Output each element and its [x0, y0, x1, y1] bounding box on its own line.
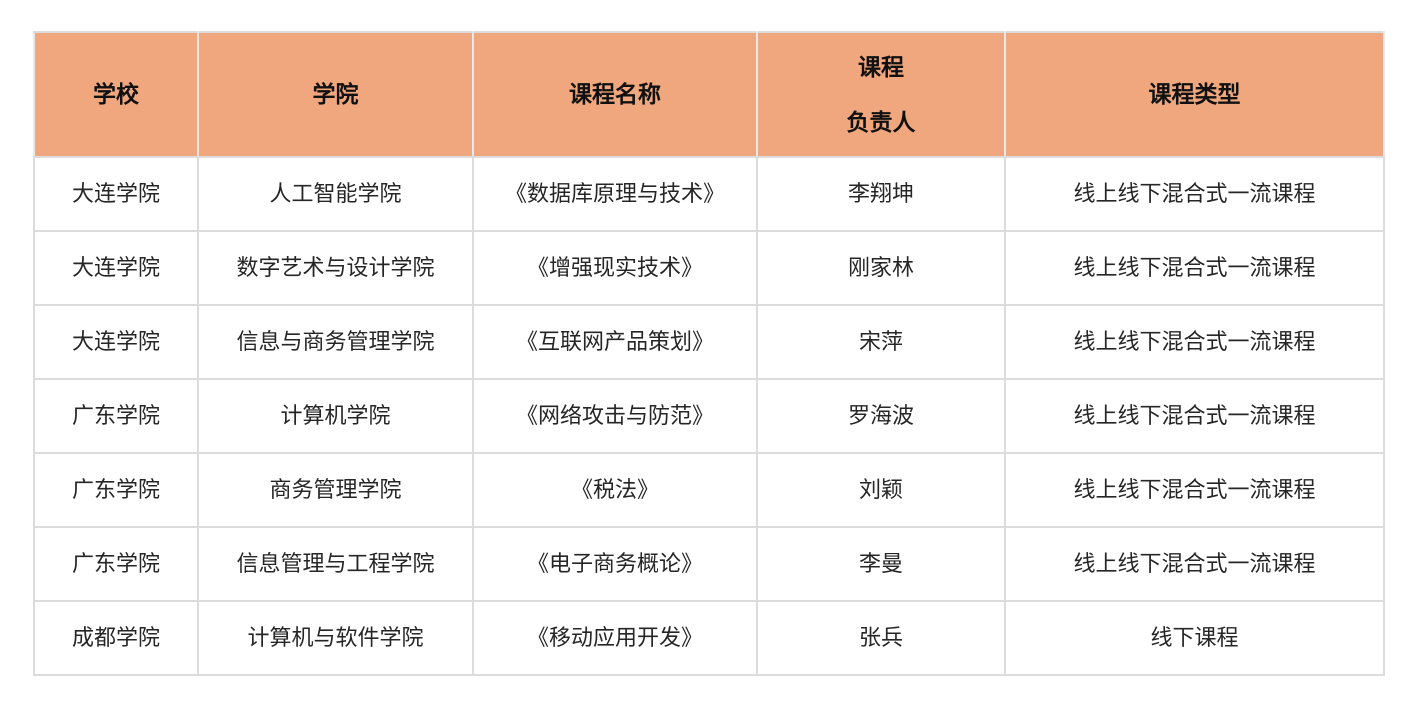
cell-course-name: 《数据库原理与技术》	[472, 156, 758, 232]
table-row: 广东学院 信息管理与工程学院 《电子商务概论》 李曼 线上线下混合式一流课程	[33, 526, 1385, 602]
table-row: 广东学院 商务管理学院 《税法》 刘颖 线上线下混合式一流课程	[33, 452, 1385, 528]
course-table: 学校 学院 课程名称 课程 负责人 课程类型 大连学院 人工智能学院 《数据库原理与…	[33, 31, 1385, 676]
cell-course-name: 《互联网产品策划》	[472, 304, 758, 380]
cell-course-type: 线上线下混合式一流课程	[1004, 378, 1385, 454]
cell-school: 成都学院	[33, 600, 199, 676]
cell-college: 信息管理与工程学院	[197, 526, 474, 602]
cell-college: 人工智能学院	[197, 156, 474, 232]
cell-school: 广东学院	[33, 526, 199, 602]
cell-course-leader: 宋萍	[756, 304, 1006, 380]
table-row: 大连学院 数字艺术与设计学院 《增强现实技术》 刚家林 线上线下混合式一流课程	[33, 230, 1385, 306]
cell-course-leader: 李翔坤	[756, 156, 1006, 232]
table-row: 大连学院 人工智能学院 《数据库原理与技术》 李翔坤 线上线下混合式一流课程	[33, 156, 1385, 232]
cell-course-name: 《增强现实技术》	[472, 230, 758, 306]
cell-course-leader: 罗海波	[756, 378, 1006, 454]
cell-course-leader: 刚家林	[756, 230, 1006, 306]
cell-school: 大连学院	[33, 230, 199, 306]
cell-school: 广东学院	[33, 378, 199, 454]
cell-course-leader: 李曼	[756, 526, 1006, 602]
cell-course-type: 线上线下混合式一流课程	[1004, 230, 1385, 306]
cell-course-type: 线上线下混合式一流课程	[1004, 452, 1385, 528]
course-table-container: 学校 学院 课程名称 课程 负责人 课程类型 大连学院 人工智能学院 《数据库原理与…	[33, 31, 1385, 676]
cell-school: 广东学院	[33, 452, 199, 528]
header-school: 学校	[33, 31, 199, 158]
cell-course-leader: 张兵	[756, 600, 1006, 676]
table-row: 大连学院 信息与商务管理学院 《互联网产品策划》 宋萍 线上线下混合式一流课程	[33, 304, 1385, 380]
header-college: 学院	[197, 31, 474, 158]
cell-college: 商务管理学院	[197, 452, 474, 528]
cell-school: 大连学院	[33, 304, 199, 380]
cell-school: 大连学院	[33, 156, 199, 232]
cell-course-type: 线上线下混合式一流课程	[1004, 304, 1385, 380]
cell-course-name: 《网络攻击与防范》	[472, 378, 758, 454]
table-row: 广东学院 计算机学院 《网络攻击与防范》 罗海波 线上线下混合式一流课程	[33, 378, 1385, 454]
cell-course-name: 《移动应用开发》	[472, 600, 758, 676]
header-course-leader: 课程 负责人	[756, 31, 1006, 158]
table-body: 大连学院 人工智能学院 《数据库原理与技术》 李翔坤 线上线下混合式一流课程 大连学院 数字…	[33, 156, 1385, 676]
cell-college: 数字艺术与设计学院	[197, 230, 474, 306]
header-row: 学校 学院 课程名称 课程 负责人 课程类型	[33, 31, 1385, 158]
cell-course-leader: 刘颖	[756, 452, 1006, 528]
cell-course-type: 线上线下混合式一流课程	[1004, 526, 1385, 602]
table-row: 成都学院 计算机与软件学院 《移动应用开发》 张兵 线下课程	[33, 600, 1385, 676]
header-course-type: 课程类型	[1004, 31, 1385, 158]
cell-course-type: 线上线下混合式一流课程	[1004, 156, 1385, 232]
cell-course-name: 《电子商务概论》	[472, 526, 758, 602]
cell-course-name: 《税法》	[472, 452, 758, 528]
header-course-name: 课程名称	[472, 31, 758, 158]
cell-college: 计算机与软件学院	[197, 600, 474, 676]
cell-course-type: 线下课程	[1004, 600, 1385, 676]
cell-college: 信息与商务管理学院	[197, 304, 474, 380]
cell-college: 计算机学院	[197, 378, 474, 454]
